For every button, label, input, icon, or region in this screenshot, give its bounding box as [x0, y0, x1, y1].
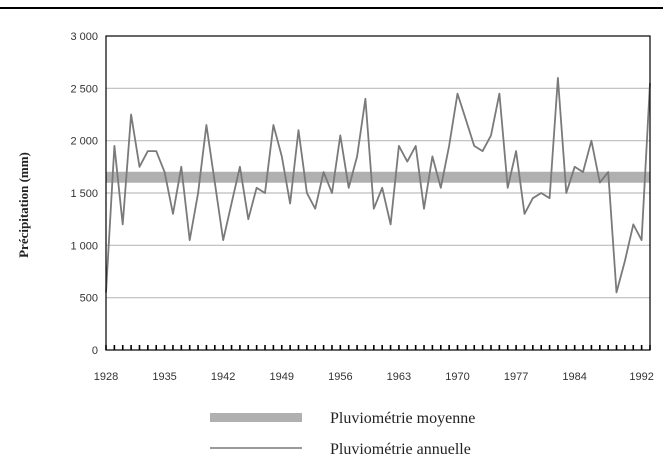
x-axis-ticks: [106, 345, 650, 350]
series-line-annual: [106, 78, 650, 293]
y-tick-label: 2 000: [70, 136, 98, 148]
legend-label-annual: Pluviométrie annuelle: [330, 441, 471, 458]
x-tick-label: 1956: [328, 371, 352, 383]
legend-label-mean: Pluviométrie moyenne: [330, 410, 475, 427]
x-tick-label: 1984: [562, 371, 586, 383]
x-tick-label: 1963: [387, 371, 411, 383]
y-tick-label: 1 500: [70, 188, 98, 200]
x-tick-label: 1942: [211, 371, 235, 383]
x-tick-label: 1935: [152, 371, 176, 383]
y-tick-label: 500: [80, 293, 98, 305]
annual-series-layer: [106, 78, 650, 293]
x-tick-label: 1970: [445, 371, 469, 383]
y-tick-label: 1 000: [70, 240, 98, 252]
y-tick-label: 0: [92, 345, 98, 357]
y-tick-label: 2 500: [70, 83, 98, 95]
x-tick-label: 1992: [629, 371, 653, 383]
grid-lines: [106, 88, 650, 297]
legend-swatch-mean: [210, 413, 302, 422]
legend: Pluviométrie moyenne Pluviométrie annuel…: [210, 410, 475, 458]
x-tick-label: 1949: [270, 371, 294, 383]
y-axis-tick-labels: 0 500 1 000 1 500 2 000 2 500 3 000: [70, 31, 98, 357]
x-tick-label: 1928: [94, 371, 118, 383]
x-axis-tick-labels: 1928 1935 1942 1949 1956 1963 1970 1977 1984 1992: [94, 371, 654, 383]
x-tick-label: 1977: [504, 371, 528, 383]
y-tick-label: 3 000: [70, 31, 98, 43]
y-axis-title: Précipitation (mm): [16, 152, 31, 258]
